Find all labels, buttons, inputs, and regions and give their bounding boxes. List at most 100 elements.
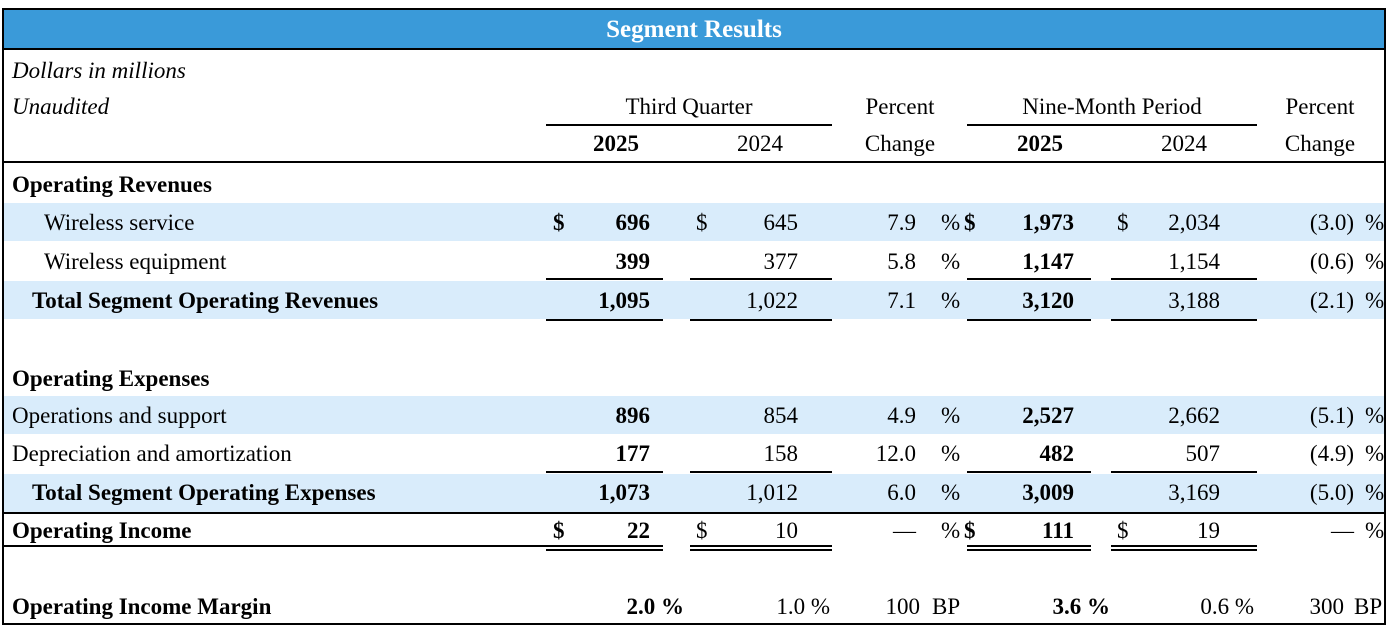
margin-change-q: 100 (885, 594, 921, 619)
value-q-2024: 10 (775, 518, 798, 543)
total-rule (690, 319, 832, 321)
row-band-total-revenues (4, 281, 1384, 319)
value-q-2024: 854 (763, 403, 799, 428)
percent-sign: % (1365, 288, 1385, 313)
dollar-sign: $ (553, 518, 565, 543)
subtotal-rule (1111, 471, 1257, 473)
value-n-2024: 3,169 (1168, 480, 1220, 505)
pct-change-n: (5.0) (1309, 480, 1354, 505)
dollar-sign: $ (1117, 518, 1129, 543)
pct-change-n: (0.6) (1309, 249, 1354, 274)
pct-change-n: (2.1) (1309, 288, 1354, 313)
segment-results-table: Segment Results Dollars in millions Unau… (2, 8, 1386, 625)
value-n-2025: 482 (1039, 441, 1075, 466)
subtotal-rule (546, 471, 663, 473)
pct-change-n: — (1331, 518, 1354, 543)
value-n-2025: 1,147 (1022, 249, 1074, 274)
table-title: Segment Results (606, 16, 782, 43)
value-q-2025: 696 (615, 210, 651, 235)
year-2024-n: 2024 (1161, 131, 1207, 156)
row-label: Total Segment Operating Expenses (32, 480, 376, 505)
double-rule (546, 545, 663, 551)
value-q-2024: 377 (763, 249, 799, 274)
row-label: Operating Income (12, 518, 192, 543)
section-operating-revenues: Operating Revenues (12, 172, 212, 197)
row-band-total-expenses (4, 474, 1384, 512)
nine-month-underline (967, 124, 1257, 126)
pct-change-q: — (893, 518, 916, 543)
row-band-wireless-service (4, 203, 1384, 241)
subtotal-rule (690, 471, 832, 473)
value-q-2024: 1,022 (746, 288, 798, 313)
dollar-sign: $ (553, 210, 565, 235)
value-n-2024: 2,662 (1168, 403, 1220, 428)
row-label: Wireless service (44, 210, 195, 235)
margin-q-2025: 2.0 % (626, 594, 685, 619)
pct-change-n: (4.9) (1309, 441, 1354, 466)
dollar-sign: $ (696, 210, 708, 235)
double-rule (1111, 545, 1257, 551)
value-q-2024: 645 (763, 210, 799, 235)
margin-q-2024: 1.0 % (776, 594, 830, 619)
value-n-2024: 2,034 (1168, 210, 1220, 235)
title-bar: Segment Results (4, 10, 1384, 50)
row-label: Depreciation and amortization (12, 441, 292, 466)
percent-sign: % (941, 249, 961, 274)
value-q-2025: 1,073 (598, 480, 650, 505)
nine-month-header: Nine-Month Period (1022, 94, 1202, 119)
pct-change-n: (5.1) (1309, 403, 1354, 428)
change-header-n: Change (1284, 131, 1356, 156)
row-divider (4, 545, 546, 547)
value-n-2025: 2,527 (1022, 403, 1074, 428)
subtotal-rule (546, 278, 663, 280)
margin-label: Operating Income Margin (12, 594, 272, 619)
unaudited-note: Unaudited (12, 94, 110, 119)
percent-sign: % (1365, 210, 1385, 235)
row-label: Wireless equipment (44, 249, 227, 274)
pct-change-q: 7.9 (887, 210, 916, 235)
value-q-2024: 158 (763, 441, 799, 466)
value-n-2025: 1,973 (1022, 210, 1074, 235)
row-divider (4, 512, 1384, 514)
percent-sign: % (941, 518, 961, 543)
dollar-sign: $ (964, 210, 976, 235)
year-2025-q: 2025 (593, 131, 639, 156)
dollar-sign: $ (964, 518, 976, 543)
value-q-2025: 896 (615, 403, 651, 428)
percent-sign: % (941, 210, 961, 235)
percent-sign: % (941, 403, 961, 428)
value-q-2025: 1,095 (598, 288, 650, 313)
pct-change-n: (3.0) (1309, 210, 1354, 235)
margin-n-2024: 0.6 % (1200, 594, 1254, 619)
pct-change-q: 7.1 (887, 288, 916, 313)
percent-sign: % (1365, 249, 1385, 274)
margin-n-2025: 3.6 % (1052, 594, 1111, 619)
third-quarter-header: Third Quarter (625, 94, 753, 119)
total-rule (1111, 319, 1257, 321)
header-divider (4, 161, 1384, 163)
subtotal-rule (1111, 278, 1257, 280)
pct-change-q: 6.0 (887, 480, 916, 505)
percent-sign: % (1365, 441, 1385, 466)
units-note: Dollars in millions (12, 58, 186, 83)
value-q-2025: 399 (615, 249, 651, 274)
percent-sign: % (941, 480, 961, 505)
row-band-operations-support (4, 396, 1384, 434)
total-rule (546, 319, 663, 321)
subtotal-rule (690, 278, 832, 280)
third-quarter-underline (546, 124, 832, 126)
value-n-2025: 111 (1042, 518, 1074, 543)
margin-change-n: 300 (1309, 594, 1345, 619)
double-rule (690, 545, 832, 551)
year-2024-q: 2024 (737, 131, 783, 156)
percent-sign: % (1365, 403, 1385, 428)
percent-header-q: Percent (865, 94, 935, 119)
double-rule (967, 545, 1091, 551)
percent-sign: % (1365, 518, 1385, 543)
total-rule (967, 319, 1091, 321)
pct-change-q: 5.8 (887, 249, 916, 274)
row-label: Operations and support (12, 403, 227, 428)
bp-unit: BP (1354, 594, 1383, 619)
value-n-2025: 3,009 (1022, 480, 1074, 505)
value-q-2025: 177 (615, 441, 651, 466)
